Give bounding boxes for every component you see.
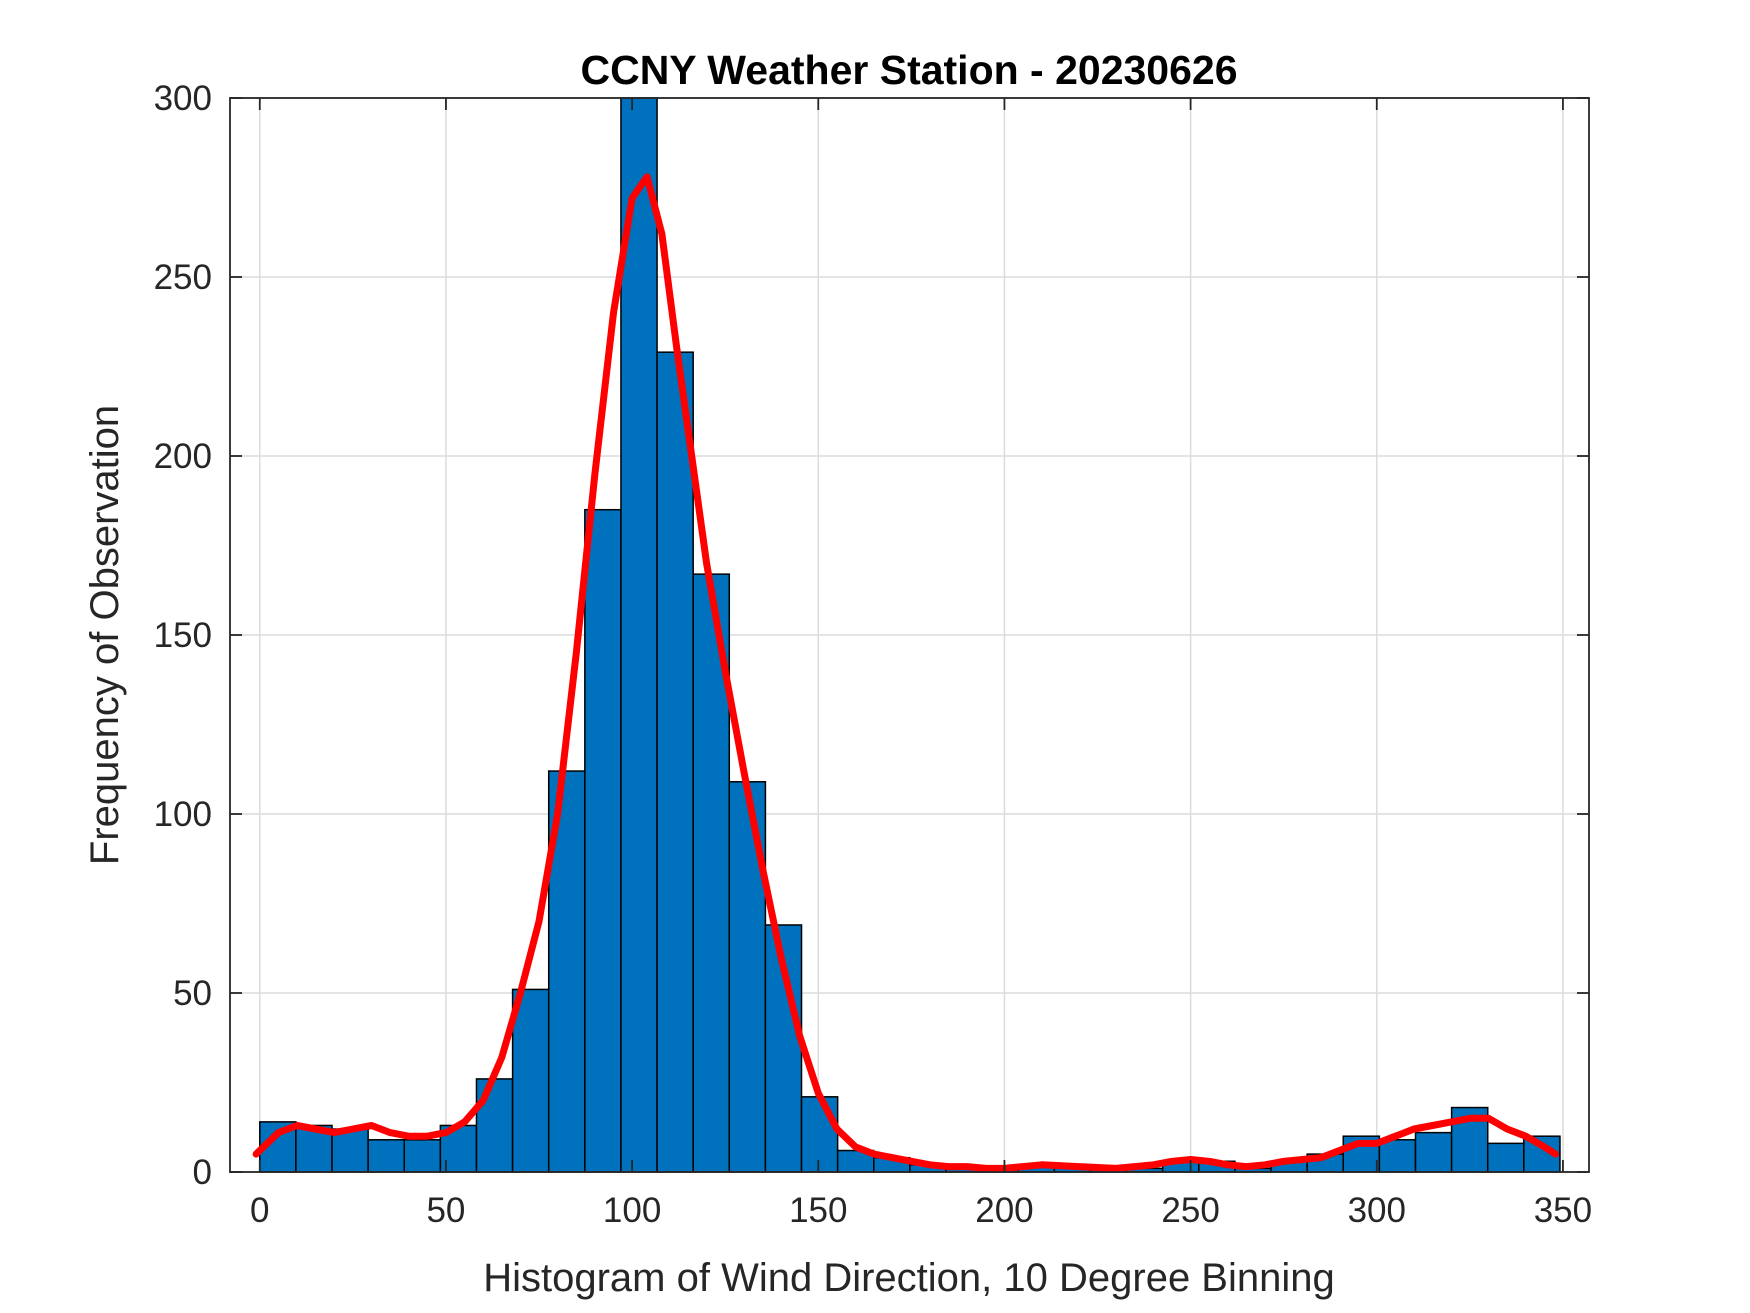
y-axis-label: Frequency of Observation [83,405,127,865]
histogram-bar-4 [403,1139,442,1173]
x-tick-label-3: 150 [789,1191,847,1230]
y-tick-label-0: 0 [193,1153,212,1192]
y-tick-label-2: 100 [154,795,212,834]
histogram-bar-32 [1414,1131,1453,1173]
x-tick-label-7: 350 [1534,1191,1592,1230]
tick-marks [230,97,1589,1173]
x-tick-label-6: 300 [1348,1191,1406,1230]
y-tick-labels: 0 50 100 150 200 250 300 [154,79,212,1192]
x-tick-labels: 0 50 100 150 200 250 300 350 [250,1191,1592,1230]
histogram-bar-34 [1486,1142,1525,1173]
histogram-bar-7 [511,988,550,1173]
x-tick-label-1: 50 [426,1191,465,1230]
y-tick-label-1: 50 [173,974,212,1013]
y-tick-label-5: 250 [154,258,212,297]
histogram-bar-3 [367,1139,405,1173]
plot-area [229,97,1590,1173]
y-tick-label-4: 200 [154,437,212,476]
x-axis-label: Histogram of Wind Direction, 10 Degree B… [483,1256,1335,1300]
density-curve [252,173,1559,1172]
histogram-bar-31 [1378,1139,1417,1173]
x-tick-label-4: 200 [975,1191,1033,1230]
histogram-bar-10 [620,97,658,1173]
chart-title: CCNY Weather Station - 20230626 [580,47,1237,93]
y-tick-label-3: 150 [154,616,212,655]
histogram-bar-9 [584,508,622,1173]
histogram-bar-6 [475,1078,514,1173]
x-tick-label-0: 0 [250,1191,269,1230]
x-tick-label-5: 250 [1161,1191,1219,1230]
y-tick-label-6: 300 [154,79,212,118]
histogram-bar-15 [800,1096,839,1173]
grid-lines [230,97,1589,1173]
histogram-bar-11 [656,351,694,1173]
histogram-bars [259,97,1561,1173]
x-tick-label-2: 100 [603,1191,661,1230]
